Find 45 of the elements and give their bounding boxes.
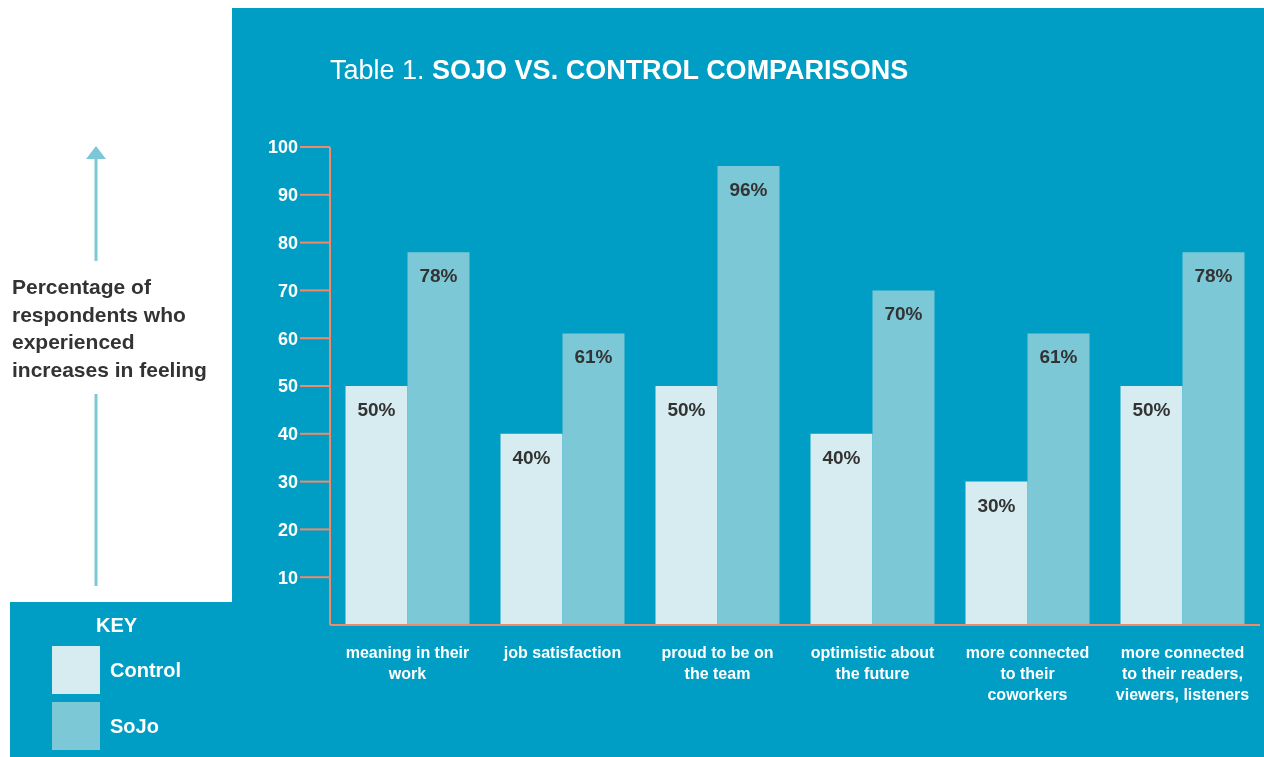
data-label: 50% (1132, 399, 1171, 420)
data-label: 70% (884, 303, 923, 325)
bar (407, 252, 470, 625)
x-tick-label: meaning in their work (345, 644, 470, 683)
bar (872, 290, 935, 625)
data-label: 61% (574, 346, 613, 368)
bar (345, 386, 408, 625)
y-tick-label: 100 (267, 137, 298, 158)
bar (1182, 252, 1245, 625)
y-tick-label: 90 (277, 185, 298, 206)
y-tick-label: 30 (277, 471, 298, 492)
x-tick-label: more connected to their coworkers (965, 644, 1090, 704)
data-label: 40% (512, 446, 551, 468)
data-label: 50% (357, 399, 396, 420)
x-tick-label: proud to be on the team (661, 644, 774, 683)
bar (655, 386, 718, 625)
y-tick-label: 10 (277, 567, 298, 588)
y-tick-label: 50 (277, 376, 298, 397)
bar (717, 166, 780, 625)
bar (965, 481, 1028, 625)
legend-label: Control (110, 658, 182, 682)
data-label: 78% (1194, 265, 1233, 287)
x-tick-label: job satisfaction (502, 644, 622, 662)
chart-title: Table 1. SOJO VS. CONTROL COMPARISONS (330, 55, 909, 85)
y-tick-label: 70 (277, 280, 298, 301)
y-tick-label: 80 (277, 232, 298, 253)
y-tick-label: 20 (277, 519, 298, 540)
data-label: 78% (419, 265, 458, 287)
legend-label: SoJo (110, 714, 159, 738)
legend-title: KEY (96, 614, 138, 637)
data-label: 30% (977, 494, 1016, 516)
data-label: 61% (1039, 346, 1078, 368)
data-label: 96% (729, 179, 768, 201)
x-tick-label: optimistic about the future (810, 644, 935, 683)
bar (500, 433, 563, 625)
bar (810, 433, 873, 625)
data-label: 40% (822, 446, 861, 468)
bar (1120, 386, 1183, 625)
data-label: 50% (667, 399, 706, 420)
x-tick-label: more connected to their readers, viewers, listeners (1115, 644, 1250, 704)
y-tick-label: 60 (277, 328, 298, 349)
y-tick-label: 40 (277, 424, 298, 445)
text: Percentage of respondents who experienced increases in feeling (12, 274, 208, 383)
bar (1027, 333, 1090, 625)
bar (562, 333, 625, 625)
